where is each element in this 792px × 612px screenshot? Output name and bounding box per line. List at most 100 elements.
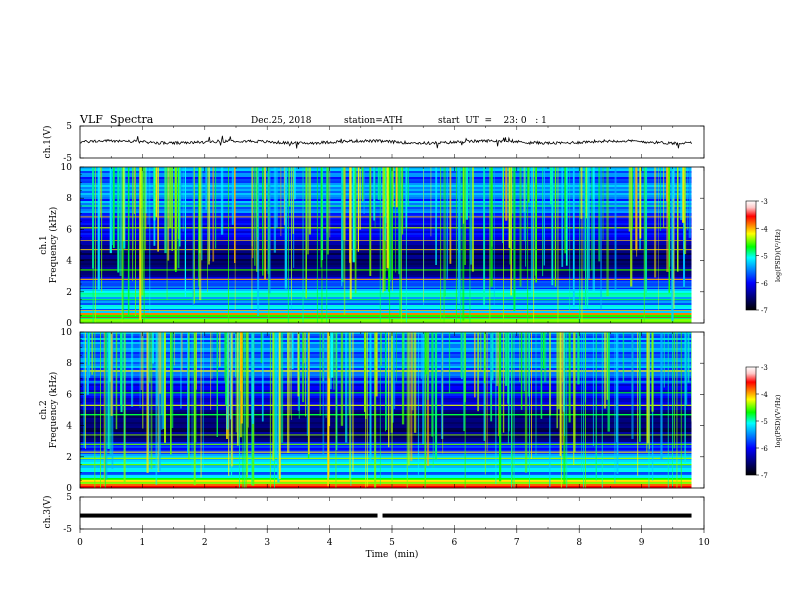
ch1-spectrogram-sferic-strong [643,167,645,323]
ch1-spectrogram-sferic [374,167,376,228]
ch1-spectrogram-sferic [305,167,307,299]
ch1-spectrogram-sferic [268,167,271,294]
ch1-spectrogram-sferic [175,167,177,233]
ch2-spectrogram-band [80,480,692,483]
ch2-spectrogram-sferic [150,332,153,470]
ch2-spectrogram-sferic [291,332,294,370]
ch2-spectrogram-sferic [647,332,649,444]
ch2-spectrogram-sferic [202,332,204,470]
ch1-spectrogram-sferic [470,167,472,265]
ch1-spectrogram-sferic [99,167,101,218]
ch2-spectrogram-sferic [120,332,123,413]
x-tick-label: 0 [77,538,83,548]
ch1-spectrogram-band [80,303,692,306]
ch1-spectrogram-sferic [508,167,511,248]
ch1-spectrogram-sferic [449,167,452,264]
ch2-spectrogram-sferic [188,332,190,460]
ch2-spectrogram-sferic [195,332,197,390]
ch1-spectrogram-sferic [179,167,181,247]
x-tick-label: 6 [452,538,458,548]
ch1-spectrogram-sferic [512,167,514,215]
colorbar-tick-label: -4 [761,391,768,399]
ch1-spectrogram-sferic [273,167,277,253]
ch1-spectrogram-sferic [635,167,638,251]
ch2-spectrogram-sferic [216,332,218,437]
ch1-spectrogram-sferic [171,167,173,251]
ch1-waveform-ytick-label: -5 [63,154,72,164]
ch2-spectrogram-sferic-strong [601,332,603,488]
ch1-spectrogram-sferic-strong [579,167,581,323]
ch1-spectrogram-sferic [145,167,147,214]
ch1-spectrogram-sferic [671,167,674,322]
ch2-spectrogram-sferic [498,332,500,437]
ch1-spectrogram-sferic-strong [228,167,229,323]
ch2-spectrogram-sferic-strong [529,332,530,488]
ch1-spectrogram-band [80,297,692,300]
ch1-spectrogram-sferic [527,167,530,203]
ch2-spectrogram-sferic-strong [406,332,408,488]
ch1-spectrogram-band [80,273,692,276]
ch3-waveform-frame [79,496,705,530]
ch1-spectrogram-sferic [320,167,322,268]
ch1-spectrogram-sferic [628,167,631,232]
ch1-spectrogram-sferic [606,167,609,296]
ch2-spectrogram-sferic [556,332,558,429]
ch2-spectrogram-sferic [151,332,155,364]
ch2-spectrogram-band [80,466,692,469]
ch2-spectrogram-sferic [155,332,158,485]
ch2-spectrogram-sferic [91,332,94,375]
ch1-spectrogram-sferic [341,167,344,283]
ch1-spectrogram-sferic [251,167,253,310]
x-tick-label: 1 [140,538,146,548]
ch1-spectrogram-sferic-strong [443,167,445,323]
ch1-spectrogram-band [80,247,692,250]
ch1-spectrogram-sferic [399,167,401,317]
ch2-spectrogram-sferic [322,332,325,381]
ch2-spectrogram-sferic [417,332,420,475]
ch2-spectrogram-ytick-label: 4 [66,422,72,432]
ch2-spectrogram-sferic [327,332,330,487]
ch1-spectrogram-ytick-label: 0 [66,319,72,329]
ch2-spectrogram-band [80,448,692,451]
ch1-spectrogram-sferic [444,167,446,297]
ch1-spectrogram-sferic-strong [326,167,328,323]
ch1-spectrogram-sferic [109,167,112,254]
ch1-spectrogram-sferic [564,167,567,254]
ch1-spectrogram-sferic [407,167,409,206]
ch1-spectrogram-band [80,257,692,260]
ch1-spectrogram-sferic-strong [121,167,123,323]
ch2-spectrogram-sferic [549,332,551,416]
ch1-spectrogram-sferic [592,167,595,293]
ch1-spectrogram-band [80,259,692,262]
ch1-spectrogram-sferic [462,167,465,224]
ch2-spectrogram-sferic [424,332,427,375]
ch1-spectrogram-sferic [592,167,595,200]
ch2-spectrogram-sferic [187,332,189,454]
ch3-waveform-ytick-label: -5 [63,525,72,535]
ch1-spectrogram-sferic [502,167,504,243]
ch1-spectrogram-band [80,265,692,268]
x-tick-label: 3 [264,538,270,548]
ch1-spectrogram-sferic [580,167,583,219]
ch1-spectrogram-sferic [193,167,195,304]
ch2-spectrogram-sferic [385,332,388,430]
ch2-spectrogram-sferic [345,332,348,443]
ch1-spectrogram-sferic [111,167,113,246]
ch1-spectrogram-sferic [199,167,202,301]
ch2-spectrogram-sferic [564,332,566,436]
ch1-spectrogram-sferic [515,167,516,311]
ch1-spectrogram-sferic [688,167,691,238]
ch1-spectrogram-sferic [164,167,166,250]
ch2-spectrogram-sferic [687,332,690,383]
ch2-spectrogram-sferic [559,332,562,456]
ch2-spectrogram-sferic [352,332,354,472]
ch1-spectrogram-sferic [132,167,134,282]
ch1-spectrogram-sferic [369,167,371,276]
ch2-spectrogram-sferic [639,332,641,442]
ch1-spectrogram-sferic-strong [379,167,381,323]
ch2-spectrogram-sferic [507,332,509,444]
ch2-spectrogram-sferic [103,332,106,486]
ch1-spectrogram-sferic [262,167,264,276]
ch2-spectrogram-band [80,486,692,489]
ch1-spectrogram-sferic [123,167,125,242]
